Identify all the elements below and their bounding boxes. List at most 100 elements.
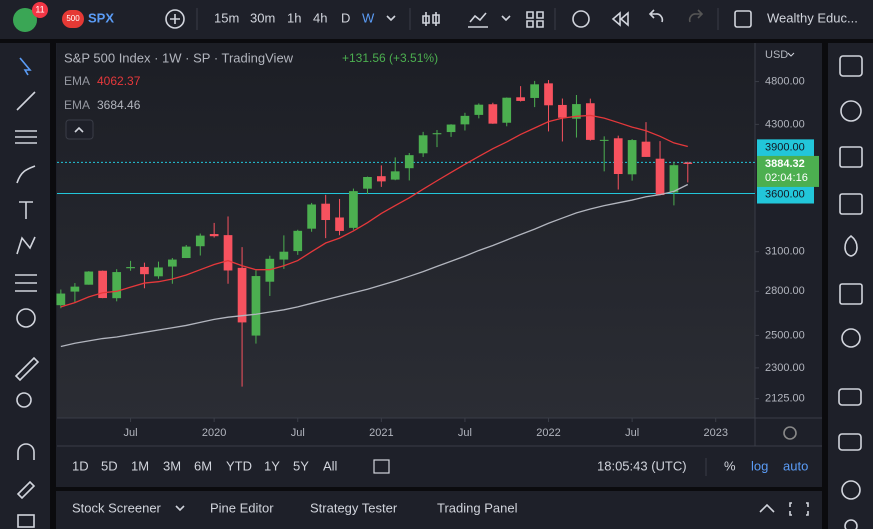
candle-body bbox=[223, 235, 233, 271]
range-button[interactable]: 1M bbox=[131, 458, 149, 473]
emoji[interactable] bbox=[16, 308, 36, 328]
last-price: 3884.32 bbox=[765, 158, 805, 170]
pattern[interactable] bbox=[16, 236, 36, 255]
interval[interactable]: 15m bbox=[214, 10, 239, 25]
chevron-up bbox=[74, 126, 84, 133]
prediction[interactable] bbox=[15, 274, 37, 292]
settings[interactable] bbox=[783, 426, 797, 440]
panel-tab[interactable]: Trading Panel bbox=[437, 500, 518, 515]
axis-borders bbox=[57, 43, 822, 447]
text-tool[interactable] bbox=[19, 201, 33, 219]
legend-name[interactable]: EMA bbox=[64, 98, 90, 112]
percent-toggle[interactable]: % bbox=[724, 458, 736, 473]
lock-draw[interactable] bbox=[16, 480, 36, 500]
candle-body bbox=[363, 177, 372, 189]
symbol[interactable]: SPX bbox=[88, 10, 114, 25]
ema-line bbox=[60, 183, 689, 348]
alerts[interactable] bbox=[840, 100, 862, 122]
candle-body bbox=[168, 259, 177, 267]
interval[interactable]: D bbox=[341, 10, 350, 25]
fullscreen[interactable] bbox=[734, 10, 752, 28]
chat[interactable] bbox=[838, 388, 862, 406]
messages[interactable] bbox=[838, 433, 862, 451]
range-button[interactable]: 3M bbox=[163, 458, 181, 473]
interval[interactable]: 4h bbox=[313, 10, 327, 25]
logo[interactable] bbox=[13, 8, 37, 32]
range-button[interactable]: 5Y bbox=[293, 458, 309, 473]
candle-body bbox=[641, 141, 651, 157]
candle-body bbox=[84, 271, 94, 285]
goto-date[interactable] bbox=[373, 459, 390, 474]
candle-body bbox=[572, 104, 581, 119]
candle-body bbox=[56, 293, 66, 306]
candle-body bbox=[209, 234, 219, 237]
candle-body bbox=[376, 176, 386, 182]
range-button[interactable]: 1Y bbox=[264, 458, 280, 473]
news[interactable] bbox=[839, 146, 863, 168]
candle-body bbox=[418, 135, 428, 154]
interval-menu[interactable] bbox=[386, 15, 396, 22]
maximize-panel[interactable] bbox=[789, 502, 809, 516]
chart-type[interactable] bbox=[422, 12, 440, 26]
magnet[interactable] bbox=[17, 443, 35, 460]
range-button[interactable]: 5D bbox=[101, 458, 118, 473]
account[interactable]: Wealthy Educ... bbox=[767, 10, 858, 25]
range-button[interactable]: 6M bbox=[194, 458, 212, 473]
range-button[interactable]: 1D bbox=[72, 458, 89, 473]
candle-body bbox=[70, 286, 80, 292]
panel-tab[interactable]: Pine Editor bbox=[210, 500, 274, 515]
help[interactable] bbox=[844, 519, 858, 529]
ideas[interactable] bbox=[841, 328, 861, 348]
bottom-panel bbox=[56, 491, 822, 529]
plot-area[interactable] bbox=[57, 43, 755, 418]
auto-toggle[interactable]: auto bbox=[783, 458, 808, 473]
candle-body bbox=[390, 171, 400, 180]
candle-body bbox=[307, 204, 316, 229]
interval[interactable]: 30m bbox=[250, 10, 275, 25]
replay[interactable] bbox=[611, 11, 629, 27]
x-tick-label: Jul bbox=[291, 427, 305, 439]
trend-line[interactable] bbox=[16, 91, 36, 111]
candle-body bbox=[335, 217, 344, 231]
expand-panel[interactable] bbox=[759, 503, 775, 513]
data-window[interactable] bbox=[839, 193, 863, 215]
fib[interactable] bbox=[15, 130, 37, 144]
screener-menu[interactable] bbox=[175, 505, 185, 512]
candle-body bbox=[516, 97, 525, 101]
legend-value: 4062.37 bbox=[97, 74, 141, 88]
candle-body bbox=[140, 266, 149, 275]
alert[interactable] bbox=[572, 10, 590, 28]
brush[interactable] bbox=[16, 165, 36, 184]
candle-body bbox=[627, 140, 637, 175]
ruler[interactable] bbox=[14, 356, 40, 382]
undo[interactable] bbox=[648, 9, 664, 23]
panel-tab[interactable]: Stock Screener bbox=[72, 500, 162, 515]
log-toggle[interactable]: log bbox=[751, 458, 768, 473]
clock: 18:05:43 (UTC) bbox=[597, 458, 687, 473]
cursor[interactable] bbox=[19, 57, 32, 76]
calendar[interactable] bbox=[839, 283, 863, 305]
interval[interactable]: 1h bbox=[287, 10, 301, 25]
range-button[interactable]: YTD bbox=[226, 458, 252, 473]
streams[interactable] bbox=[841, 480, 861, 500]
range-button[interactable]: All bbox=[323, 458, 338, 473]
x-tick-label: 2022 bbox=[536, 427, 560, 439]
ema-line bbox=[60, 114, 688, 308]
hotlist[interactable] bbox=[844, 234, 858, 257]
interval[interactable]: W bbox=[362, 10, 375, 25]
candle-body bbox=[154, 267, 163, 277]
layout[interactable] bbox=[526, 11, 544, 28]
panel-tab[interactable]: Strategy Tester bbox=[310, 500, 398, 515]
candle-body bbox=[404, 155, 414, 169]
x-tick-label: Jul bbox=[458, 427, 472, 439]
lock[interactable] bbox=[17, 514, 35, 528]
indicators[interactable] bbox=[468, 12, 488, 28]
bar-countdown: 02:04:16 bbox=[765, 172, 808, 184]
notification-badge: 11 bbox=[35, 4, 44, 14]
watchlist[interactable] bbox=[839, 55, 863, 77]
currency[interactable]: USD bbox=[765, 49, 788, 61]
add-symbol[interactable] bbox=[165, 9, 185, 29]
widgets bbox=[838, 55, 863, 529]
legend-name[interactable]: EMA bbox=[64, 74, 90, 88]
zoom[interactable] bbox=[16, 392, 32, 408]
